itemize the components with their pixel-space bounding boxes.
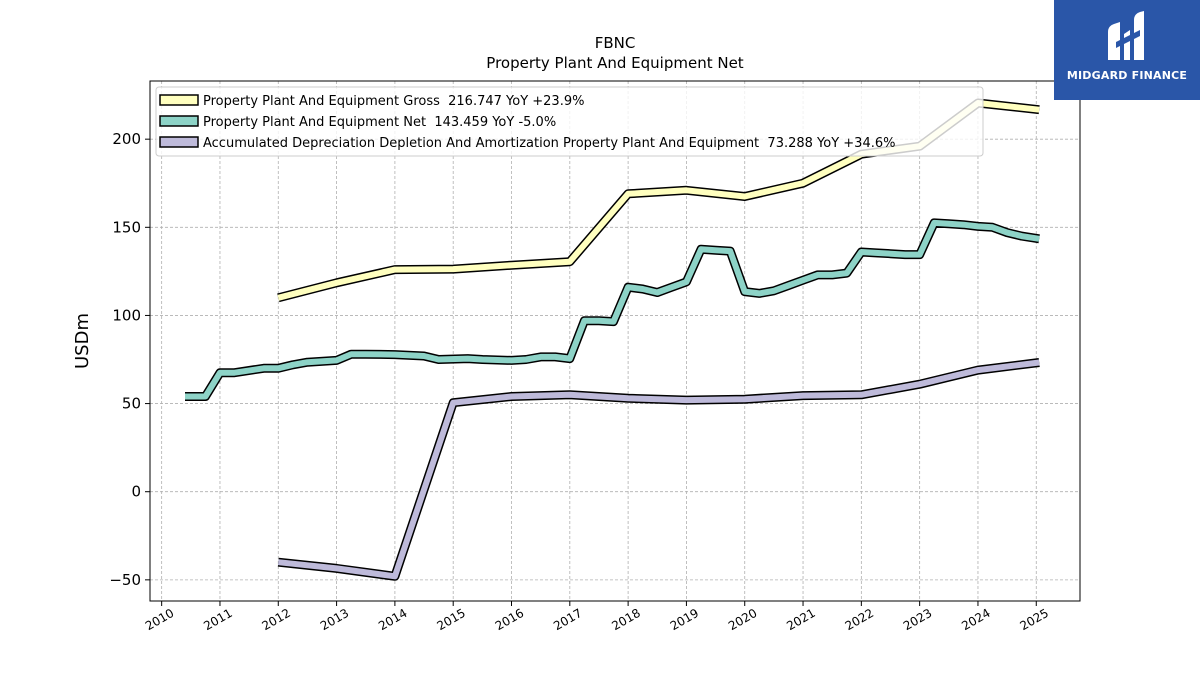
y-tick-label: 50 xyxy=(122,395,141,413)
brand-logo: MIDGARD FINANCE xyxy=(1054,0,1200,100)
x-tick-label: 2017 xyxy=(551,606,584,633)
x-tick-label: 2014 xyxy=(376,606,409,633)
series-line-2 xyxy=(277,359,1040,580)
x-tick-label: 2024 xyxy=(959,606,992,633)
chart-subtitle: Property Plant And Equipment Net xyxy=(486,54,743,72)
x-tick-label: 2022 xyxy=(843,606,876,633)
grid-lines xyxy=(150,81,1080,601)
x-tick-label: 2016 xyxy=(493,606,526,633)
x-tick-label: 2019 xyxy=(668,606,701,633)
y-axis-label: USDm xyxy=(72,313,93,369)
y-tick-label: 0 xyxy=(131,483,141,501)
legend-label-1: Property Plant And Equipment Net 143.459… xyxy=(203,115,556,130)
legend-label-0: Property Plant And Equipment Gross 216.7… xyxy=(203,94,584,109)
x-tick-label: 2013 xyxy=(318,606,351,633)
series-line-outline-2 xyxy=(277,358,1040,581)
y-tick-label: 200 xyxy=(112,130,141,148)
legend-label-2: Accumulated Depreciation Depletion And A… xyxy=(203,136,895,151)
series-line-1 xyxy=(185,219,1040,400)
legend-swatch-1 xyxy=(159,115,199,127)
x-tick-label: 2021 xyxy=(784,606,817,633)
x-tick-label: 2020 xyxy=(726,606,759,633)
chart-title: FBNC xyxy=(595,34,636,52)
legend: Property Plant And Equipment Gross 216.7… xyxy=(155,86,984,157)
legend-swatch-2 xyxy=(159,136,199,148)
x-tick-label: 2012 xyxy=(260,606,293,633)
x-tick-label: 2023 xyxy=(901,606,934,633)
y-tick-label: 150 xyxy=(112,218,141,236)
x-tick-label: 2025 xyxy=(1018,606,1051,633)
x-tick-label: 2010 xyxy=(143,606,176,633)
y-tick-label: 100 xyxy=(112,306,141,324)
plot-frame xyxy=(149,80,1081,602)
x-tick-label: 2015 xyxy=(434,606,467,633)
x-tick-label: 2018 xyxy=(609,606,642,633)
brand-name: MIDGARD FINANCE xyxy=(1066,69,1188,82)
legend-box xyxy=(155,86,984,157)
series-lines xyxy=(185,98,1040,581)
legend-swatch-0 xyxy=(159,94,199,106)
x-tick-label: 2011 xyxy=(201,606,234,633)
y-tick-label: −50 xyxy=(109,571,141,589)
series-line-outline-1 xyxy=(185,218,1040,401)
midgard-logo-icon xyxy=(1108,11,1144,60)
